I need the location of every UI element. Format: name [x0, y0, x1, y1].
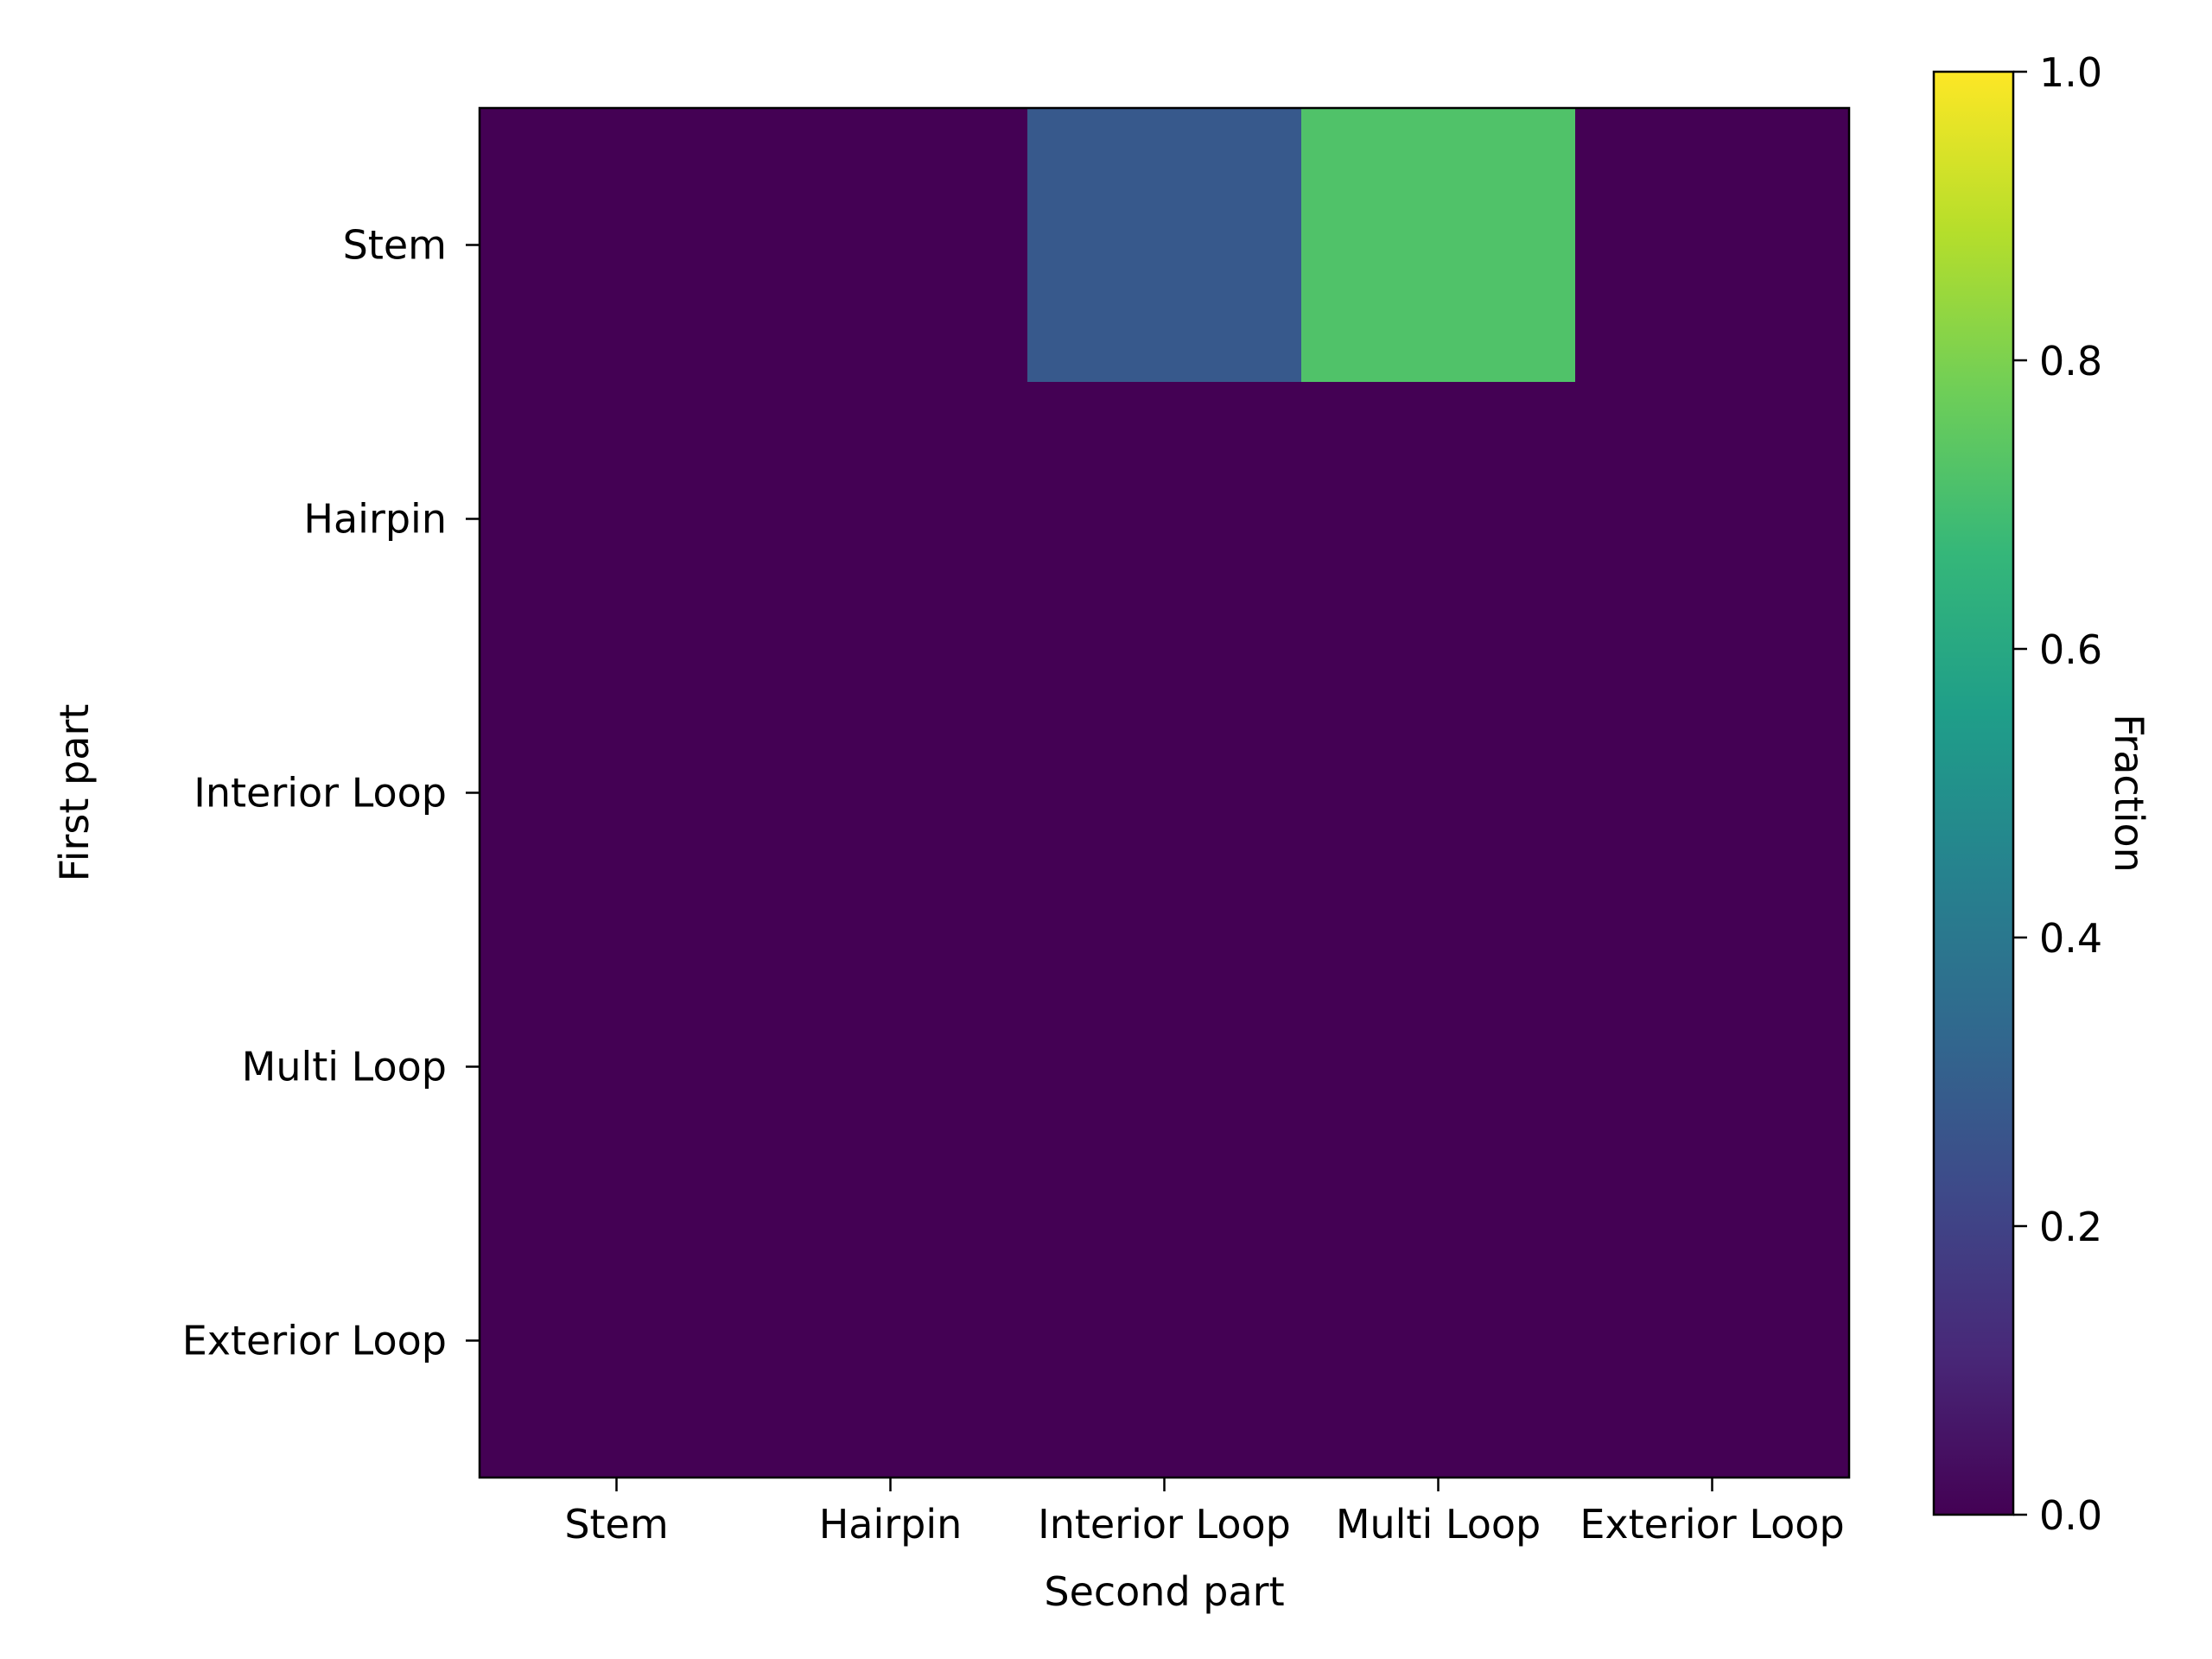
heatmap-cell: [480, 108, 754, 383]
heatmap-cell: [480, 930, 754, 1205]
y-tick-label: Hairpin: [303, 496, 447, 543]
x-axis-ticks: Stem Hairpin Interior Loop Multi Loop Exteri…: [564, 1478, 1845, 1548]
heatmap-cell: [1575, 108, 1850, 383]
colorbar-tick-label: 1.0: [2039, 49, 2102, 96]
heatmap-cell: [1027, 656, 1302, 931]
heatmap-cell: [753, 1204, 1028, 1478]
colorbar-tick-label: 0.0: [2039, 1492, 2102, 1539]
colorbar-tick-label: 0.6: [2039, 626, 2102, 673]
heatmap-cell: [1301, 930, 1576, 1205]
x-tick-label: Hairpin: [819, 1501, 963, 1548]
y-tick-label: Interior Loop: [194, 770, 447, 817]
heatmap-cell: [1575, 382, 1850, 657]
y-tick-label: Multi Loop: [242, 1044, 447, 1090]
x-tick-label: Interior Loop: [1038, 1501, 1291, 1548]
heatmap-cell: [1575, 930, 1850, 1205]
heatmap-cell: [1301, 382, 1576, 657]
colorbar-tick-label: 0.4: [2039, 915, 2102, 962]
y-tick-label: Exterior Loop: [182, 1318, 447, 1364]
x-tick-label: Multi Loop: [1336, 1501, 1541, 1548]
heatmap-cells: [480, 108, 1850, 1478]
heatmap-cell: [1301, 108, 1576, 383]
heatmap-cell: [480, 382, 754, 657]
colorbar-tick-label: 0.8: [2039, 338, 2102, 385]
heatmap-cell: [1575, 1204, 1850, 1478]
colorbar: [1932, 70, 2015, 1516]
x-tick-label: Stem: [564, 1501, 668, 1548]
colorbar-tick-label: 0.2: [2039, 1204, 2102, 1250]
heatmap-cell: [753, 382, 1028, 657]
heatmap-cell: [753, 656, 1028, 931]
heatmap-cell: [753, 108, 1028, 383]
y-tick-label: Stem: [343, 222, 447, 269]
colorbar-ticks: 0.0 0.2 0.4 0.6 0.8 1.0: [2013, 49, 2102, 1539]
colorbar-label: Fraction: [2106, 714, 2152, 873]
x-axis-label: Second part: [1044, 1568, 1284, 1615]
heatmap-cell: [1301, 1204, 1576, 1478]
heatmap-cell: [753, 930, 1028, 1205]
heatmap-cell: [1301, 656, 1576, 931]
heatmap-cell: [480, 656, 754, 931]
y-axis-ticks: Stem Hairpin Interior Loop Multi Loop Exteri…: [182, 222, 480, 1364]
heatmap-cell: [1027, 1204, 1302, 1478]
heatmap-cell: [1027, 930, 1302, 1205]
heatmap-cell: [1027, 382, 1302, 657]
heatmap-cell: [480, 1204, 754, 1478]
y-axis-label: First part: [51, 704, 98, 882]
heatmap-cell: [1027, 108, 1302, 383]
x-tick-label: Exterior Loop: [1580, 1501, 1844, 1548]
heatmap-cell: [1575, 656, 1850, 931]
